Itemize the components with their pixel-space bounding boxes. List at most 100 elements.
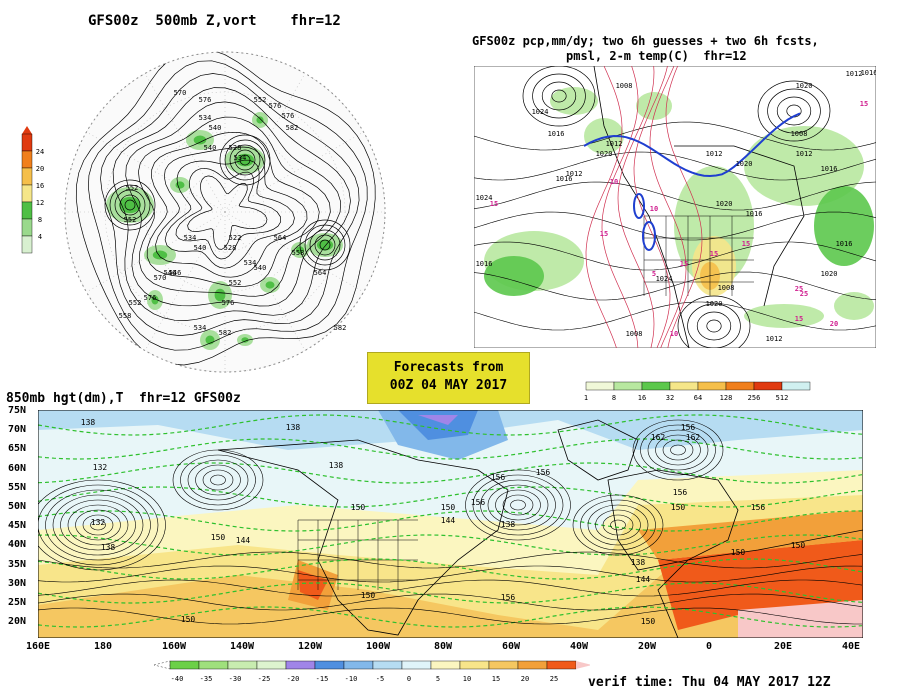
colorbar-swatch: [21, 133, 33, 152]
isobar-label: 1020: [736, 160, 753, 168]
colorbar-swatch: [725, 381, 755, 391]
temperature-label: 15: [710, 250, 718, 258]
precip-area: [484, 256, 544, 296]
colorbar-arrow: [22, 126, 32, 134]
height-contour: [187, 175, 268, 250]
low-contour: [109, 184, 151, 226]
cold-pocket: [642, 221, 656, 251]
temperature-label: 20: [830, 320, 838, 328]
isobar-label: 1012: [796, 150, 813, 158]
latitude-label: 25N: [8, 597, 27, 608]
height-label: 552: [254, 96, 267, 104]
height-label-850: 150: [731, 548, 746, 557]
low-contour: [104, 179, 156, 231]
height-contour-850: [195, 464, 241, 496]
height-label-850: 138: [81, 418, 96, 427]
height-label: 540: [194, 244, 207, 252]
isobar-label: 1024: [476, 194, 493, 202]
height-label-850: 162: [686, 433, 701, 442]
precip-panel-title-line2: pmsl, 2-m temp(C) fhr=12: [566, 49, 747, 63]
longitude-label: 20E: [774, 641, 793, 652]
precip-area: [584, 118, 624, 154]
latitude-label: 45N: [8, 520, 27, 532]
temperature-label: 15: [860, 100, 868, 108]
colorbar-tick: -40: [171, 675, 184, 683]
height-contour-850: [502, 494, 534, 516]
colorbar-tick: 8: [38, 216, 42, 224]
height-label-850: 150: [181, 615, 196, 624]
temperature-label: 5: [652, 270, 656, 278]
colorbar-swatch: [517, 660, 548, 670]
colorbar-tick: -15: [316, 675, 329, 683]
height-contour-850: [210, 474, 226, 486]
height-label: 552: [124, 216, 137, 224]
isotherm-850: [38, 606, 863, 628]
colorbar-swatch: [430, 660, 461, 670]
vorticity-core: [152, 250, 168, 260]
height-contour-850: [632, 419, 724, 481]
latitude-label: 40N: [8, 539, 27, 551]
height-label-850: 156: [673, 488, 688, 497]
colorbar-tick: 256: [748, 394, 761, 402]
colorbar-swatch: [21, 235, 33, 254]
vorticity-core: [175, 181, 185, 189]
isobar-label: 1016: [861, 69, 876, 77]
height-contour-850: [60, 499, 136, 551]
height-contour-850: [38, 479, 166, 571]
colorbar-tick: -30: [229, 675, 242, 683]
low-contour: [319, 239, 331, 251]
temperature-label: 15: [490, 200, 498, 208]
height-label: 528: [224, 244, 237, 252]
continent-outline: [607, 469, 739, 571]
height-label-850: 150: [641, 617, 656, 626]
height-contour-850: [67, 504, 129, 546]
precip-shading: [484, 87, 874, 328]
vorticity-core: [256, 116, 264, 124]
height-label: 546: [164, 269, 177, 277]
height-label: 552: [126, 184, 139, 192]
isobar: [757, 80, 831, 142]
height-label-850: 162: [651, 433, 666, 442]
isotherm: [665, 66, 703, 348]
isobar: [551, 89, 567, 103]
isobar: [767, 88, 821, 134]
colorbar-tick: -5: [376, 675, 384, 683]
height-label: 576: [199, 96, 212, 104]
latitude-label: 55N: [8, 481, 27, 493]
precip-area: [834, 292, 874, 320]
isobar: [541, 81, 577, 111]
longitude-label: 140W: [230, 641, 255, 652]
height-contour-850: [465, 469, 571, 541]
isobar-label: 1020: [706, 300, 723, 308]
precip-area: [814, 186, 874, 266]
latitude-label: 35N: [8, 558, 27, 570]
precip-colorbar: 1 8 16 32 64 128 256 512: [584, 381, 811, 402]
colorbar-tick: 16: [638, 394, 646, 402]
height-label: 564: [314, 269, 327, 277]
colorbar-swatch: [669, 381, 699, 391]
isotherm-850: [38, 510, 862, 532]
low-contour: [309, 229, 341, 261]
colorbar-swatch: [753, 381, 783, 391]
isobar-label: 1016: [548, 130, 565, 138]
temperature-label: 10: [610, 178, 618, 186]
colorbar-tick: 20: [36, 165, 44, 173]
height-contour-850: [38, 593, 863, 611]
height-contour-850: [52, 494, 144, 556]
isobar: [532, 73, 586, 119]
height-contour-850: [172, 449, 264, 511]
latitude-label: 50N: [8, 501, 27, 512]
height-label: 582: [219, 329, 232, 337]
temperature-label: 25: [800, 290, 808, 298]
isobar: [474, 211, 876, 241]
height-label-850: 156: [501, 593, 516, 602]
colorbar-swatch: [21, 218, 33, 237]
height-contour: [125, 101, 342, 307]
height-label-850: 156: [471, 498, 486, 507]
colorbar-swatch: [21, 201, 33, 220]
isotherm-contours: [38, 414, 863, 628]
colorbar-swatch: [285, 660, 316, 670]
temperature-label: 25: [795, 285, 803, 293]
height-label: 570: [154, 274, 167, 282]
isobar-label: 1008: [626, 330, 643, 338]
